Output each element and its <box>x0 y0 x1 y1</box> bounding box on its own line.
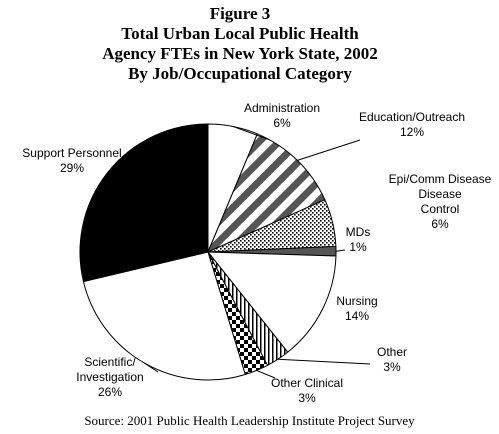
pie-slice-4 <box>206 251 337 353</box>
pie-slice-7 <box>82 251 246 381</box>
slice-label-6: Other Clinical 3% <box>271 376 343 405</box>
slice-label-8: Support Personnel 29% <box>22 146 121 175</box>
leader-line-5 <box>277 358 371 365</box>
slice-label-7-line-1: Investigation <box>76 370 143 384</box>
slice-label-7-line-2: 26% <box>98 385 122 399</box>
title-line-2: Agency FTEs in New York State, 2002 <box>102 44 378 63</box>
slice-label-1: Education/Outreach 12% <box>359 110 465 139</box>
slice-label-4-line-0: Nursing <box>336 294 377 308</box>
slice-label-0-line-1: 6% <box>273 116 291 130</box>
leader-lines <box>143 126 371 379</box>
slice-label-2-line-3: 6% <box>431 217 449 231</box>
source-note: Source: 2001 Public Health Leadership In… <box>84 413 415 428</box>
leader-line-6 <box>256 369 276 379</box>
pie-slices <box>79 123 337 381</box>
pie-slice-1 <box>207 133 326 253</box>
slice-label-3-line-1: 1% <box>349 240 367 254</box>
slice-label-2: Epi/Comm Disease Disease Control 6% <box>389 172 492 231</box>
slice-label-1-line-0: Education/Outreach <box>359 110 465 124</box>
slice-label-4-line-1: 14% <box>345 309 369 323</box>
figure-number: Figure 3 <box>209 4 271 23</box>
slice-label-1-line-1: 12% <box>400 125 424 139</box>
slice-labels: Administration 6% Education/Outreach 12%Epi… <box>22 101 491 405</box>
slice-label-2-line-0: Epi/Comm Disease <box>389 172 492 186</box>
slice-label-7-line-0: Scientific/ <box>84 355 136 369</box>
pie-slice-8 <box>79 123 209 283</box>
slice-label-6-line-1: 3% <box>298 391 316 405</box>
slice-label-5: Other 3% <box>377 345 407 374</box>
slice-label-0: Administration 6% <box>244 101 320 130</box>
slice-label-6-line-0: Other Clinical <box>271 376 343 390</box>
slice-label-5-line-0: Other <box>377 345 407 359</box>
slice-label-2-line-2: Control <box>421 202 460 216</box>
slice-label-5-line-1: 3% <box>383 360 401 374</box>
slice-label-2-line-1: Disease <box>418 187 462 201</box>
chart-title: Figure 3 Total Urban Local Public Health… <box>0 4 480 84</box>
slice-label-8-line-1: 29% <box>60 161 84 175</box>
title-line-3: By Job/Occupational Category <box>128 64 352 83</box>
leader-line-0 <box>232 126 271 141</box>
slice-label-4: Nursing 14% <box>336 294 377 323</box>
slice-label-7: Scientific/Investigation 26% <box>76 355 143 399</box>
leader-line-1 <box>297 139 361 161</box>
leader-line-3 <box>335 249 346 252</box>
leader-line-7 <box>143 362 159 373</box>
title-line-1: Total Urban Local Public Health <box>121 24 359 43</box>
slice-label-8-line-0: Support Personnel <box>22 146 121 160</box>
slice-label-3: MDs 1% <box>346 225 371 254</box>
slice-label-0-line-0: Administration <box>244 101 320 115</box>
slice-label-3-line-0: MDs <box>346 225 371 239</box>
